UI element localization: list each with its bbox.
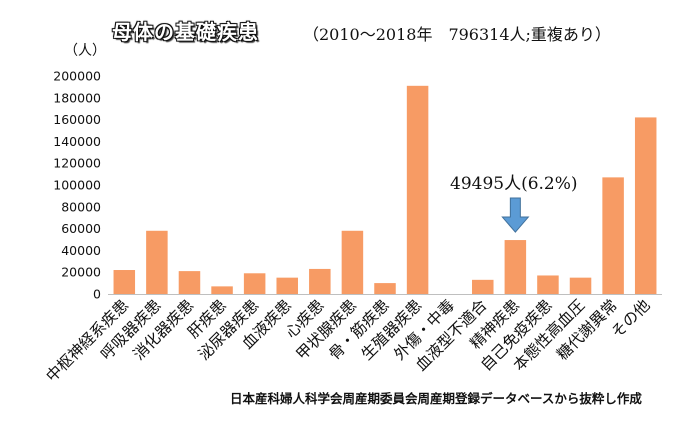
y-tick-label: 60000 <box>61 221 101 236</box>
bar <box>634 117 657 294</box>
bar <box>537 275 559 294</box>
bar <box>276 277 298 294</box>
bar <box>504 240 527 294</box>
bar <box>406 85 429 294</box>
chart-title: 母体の基礎疾患 <box>112 20 259 44</box>
y-tick-label: 160000 <box>53 112 101 127</box>
bar <box>146 230 168 294</box>
y-tick-label: 180000 <box>53 90 101 105</box>
bar <box>472 279 494 294</box>
source-note: 日本産科婦人科学会周産期委員会周産期登録データベースから抜粋し作成 <box>230 391 642 406</box>
y-axis-unit-label: （人） <box>64 43 106 59</box>
bar <box>569 277 592 294</box>
annotation-arrow-icon <box>501 197 530 233</box>
bar <box>243 273 266 294</box>
y-tick-label: 140000 <box>53 134 101 149</box>
y-tick-label: 0 <box>93 287 101 302</box>
y-tick-label: 200000 <box>53 69 101 84</box>
bar <box>341 230 364 294</box>
bar <box>602 177 624 294</box>
bar <box>178 271 201 294</box>
y-tick-label: 120000 <box>53 156 101 171</box>
y-tick-label: 80000 <box>61 199 101 214</box>
bar <box>309 268 331 294</box>
y-tick-label: 20000 <box>61 265 101 280</box>
bar <box>211 286 233 294</box>
bar <box>374 283 396 294</box>
y-tick-label: 40000 <box>61 243 101 258</box>
annotation-label: 49495人(6.2%) <box>450 174 578 194</box>
y-tick-label: 100000 <box>53 178 101 193</box>
chart-subtitle: （2010～2018年 796314人;重複あり） <box>303 25 611 44</box>
bar <box>113 270 136 294</box>
